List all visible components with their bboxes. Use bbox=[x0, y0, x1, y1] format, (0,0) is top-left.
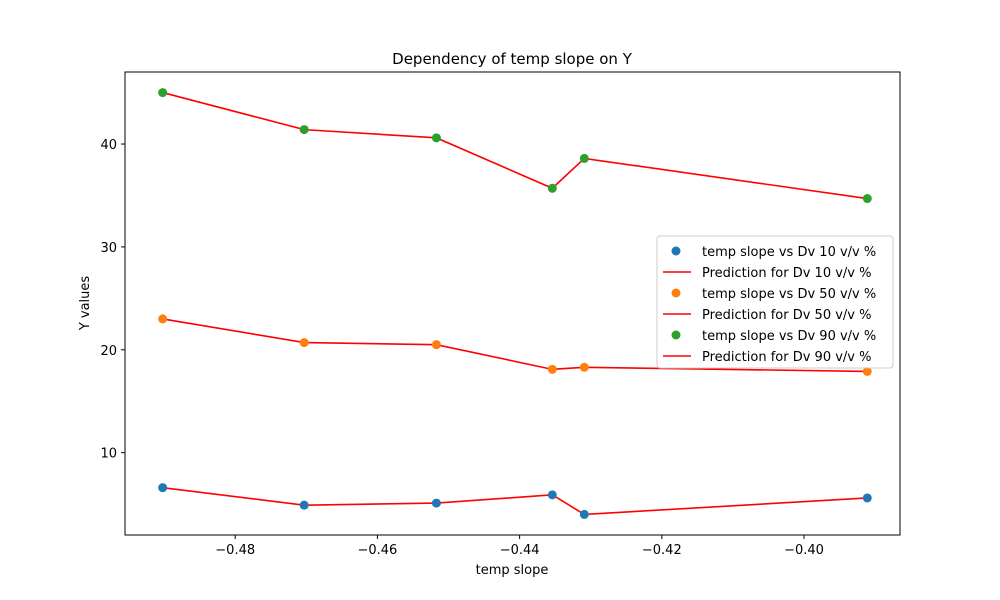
y-tick-label: 20 bbox=[100, 344, 117, 359]
plot-frame bbox=[124, 71, 901, 536]
scatter-point-series-1 bbox=[547, 364, 557, 374]
legend-box bbox=[656, 235, 894, 369]
legend-label: temp slope vs Dv 90 v/v % bbox=[702, 329, 876, 344]
x-tick-label: −0.44 bbox=[500, 543, 540, 558]
legend-marker-scatter bbox=[671, 330, 681, 340]
y-axis-label: Y values bbox=[78, 276, 93, 332]
scatter-point-series-1 bbox=[862, 366, 872, 376]
scatter-point-series-1 bbox=[579, 362, 589, 372]
legend-marker-scatter bbox=[671, 246, 681, 256]
legend-label: Prediction for Dv 10 v/v % bbox=[702, 266, 871, 281]
scatter-point-series-2 bbox=[579, 153, 589, 163]
scatter-point-series-0 bbox=[158, 483, 168, 493]
legend-label: temp slope vs Dv 50 v/v % bbox=[702, 287, 876, 302]
legend-label: Prediction for Dv 90 v/v % bbox=[702, 350, 871, 365]
x-tick-label: −0.42 bbox=[642, 543, 682, 558]
legend-marker-scatter bbox=[671, 288, 681, 298]
scatter-point-series-1 bbox=[431, 340, 441, 350]
legend-label: temp slope vs Dv 10 v/v % bbox=[702, 245, 876, 260]
legend-label: Prediction for Dv 50 v/v % bbox=[702, 308, 871, 323]
prediction-line-series-1 bbox=[162, 318, 868, 373]
scatter-point-series-1 bbox=[299, 338, 309, 348]
x-tick-label: −0.48 bbox=[215, 543, 255, 558]
plot-area: −0.48 −0.46 −0.44 −0.42 −0.40 10 20 30 40 bbox=[100, 71, 901, 558]
scatter-point-series-0 bbox=[431, 498, 441, 508]
scatter-point-series-0 bbox=[299, 500, 309, 510]
scatter-point-series-0 bbox=[862, 493, 872, 503]
scatter-point-series-2 bbox=[299, 125, 309, 135]
scatter-point-series-2 bbox=[431, 133, 441, 143]
y-tick-label: 10 bbox=[100, 447, 117, 462]
y-tick-label: 30 bbox=[100, 241, 117, 256]
scatter-point-series-0 bbox=[547, 490, 557, 500]
scatter-point-series-1 bbox=[158, 314, 168, 324]
prediction-line-series-0 bbox=[162, 486, 868, 516]
scatter-point-series-2 bbox=[547, 183, 557, 193]
scatter-point-series-0 bbox=[579, 509, 589, 519]
legend: temp slope vs Dv 10 v/v % Prediction for … bbox=[656, 235, 894, 369]
x-tick-label: −0.40 bbox=[784, 543, 824, 558]
x-axis-label: temp slope bbox=[476, 563, 549, 578]
scatter-point-series-2 bbox=[862, 194, 872, 204]
chart-title: Dependency of temp slope on Y bbox=[392, 50, 633, 68]
x-tick-label: −0.46 bbox=[357, 543, 397, 558]
scatter-point-series-2 bbox=[158, 88, 168, 98]
prediction-line-series-2 bbox=[162, 91, 868, 200]
y-tick-label: 40 bbox=[100, 138, 117, 153]
